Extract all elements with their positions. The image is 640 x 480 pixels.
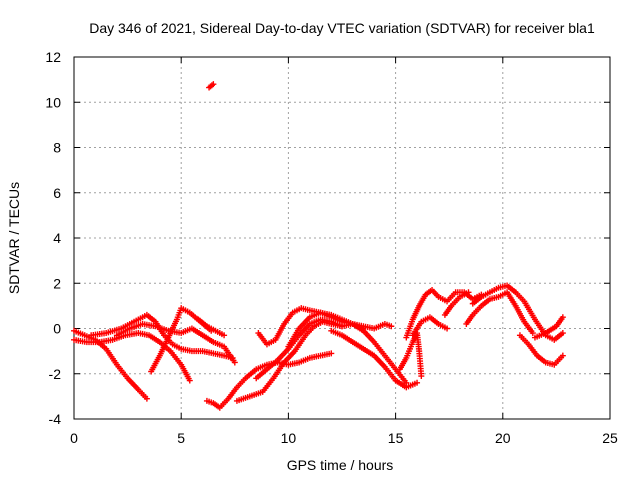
data-point — [559, 330, 566, 337]
data-point — [529, 330, 536, 337]
data-series — [71, 81, 566, 411]
data-point — [210, 81, 217, 88]
y-tick-label: 2 — [53, 275, 61, 291]
series-t14 — [396, 330, 425, 380]
x-axis-label: GPS time / hours — [287, 457, 394, 473]
y-tick-label: 12 — [45, 49, 61, 65]
y-tick-label: 4 — [53, 230, 61, 246]
series-t12 — [285, 309, 395, 350]
data-point — [328, 350, 335, 357]
data-point — [231, 359, 238, 366]
data-point — [559, 352, 566, 359]
x-tick-label: 10 — [281, 430, 297, 446]
data-point — [388, 323, 395, 330]
axes: 0 5 10 15 20 25 -4 -2 0 2 4 6 8 10 12 — [45, 49, 618, 446]
series-t9 — [233, 318, 345, 404]
data-point — [559, 314, 566, 321]
series-t2 — [71, 330, 193, 384]
series-t17 — [441, 289, 472, 318]
series-t3 — [88, 311, 236, 361]
x-tick-label: 20 — [495, 430, 511, 446]
y-tick-label: -4 — [49, 411, 62, 427]
data-point — [143, 395, 150, 402]
data-point — [221, 332, 228, 339]
series-t16 — [409, 314, 451, 339]
series-t5 — [113, 320, 238, 366]
series-t8 — [203, 350, 335, 411]
y-tick-label: -2 — [49, 366, 62, 382]
y-axis-label: SDTVAR / TECUs — [6, 182, 22, 294]
x-tick-label: 5 — [177, 430, 185, 446]
y-tick-label: 10 — [45, 94, 61, 110]
y-tick-label: 8 — [53, 140, 61, 156]
series-t6 — [195, 316, 228, 339]
chart-title: Day 346 of 2021, Sidereal Day-to-day VTE… — [89, 20, 595, 36]
data-point — [418, 373, 425, 380]
grid — [74, 57, 610, 419]
series-t20 — [516, 332, 566, 368]
series-t18 — [463, 289, 536, 337]
data-point — [414, 379, 421, 386]
x-tick-label: 0 — [70, 430, 78, 446]
data-point — [465, 289, 472, 296]
y-tick-label: 0 — [53, 321, 61, 337]
data-point — [186, 377, 193, 384]
data-point — [444, 325, 451, 332]
y-tick-label: 6 — [53, 185, 61, 201]
series-t13 — [328, 327, 421, 391]
x-tick-label: 25 — [602, 430, 618, 446]
series-t7 — [206, 81, 217, 91]
series-t21 — [531, 314, 566, 341]
x-tick-label: 15 — [388, 430, 404, 446]
